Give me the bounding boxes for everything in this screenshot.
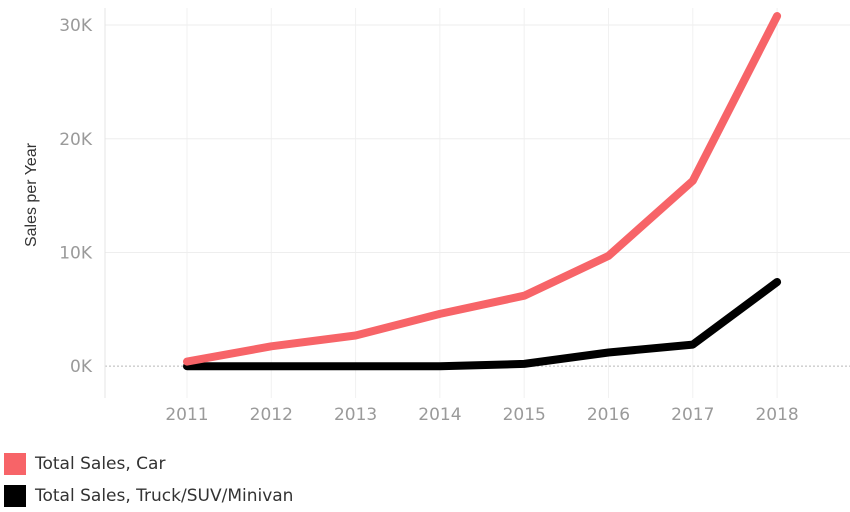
legend-swatch-truck bbox=[4, 485, 26, 507]
series-line-car bbox=[183, 12, 782, 366]
x-tick-label: 2013 bbox=[334, 405, 377, 425]
series-lines bbox=[183, 12, 782, 371]
y-tick-label: 30K bbox=[59, 16, 93, 36]
legend-item-truck: Total Sales, Truck/SUV/Minivan bbox=[0, 480, 293, 512]
y-tick-label: 20K bbox=[59, 130, 93, 150]
x-tick-label: 2017 bbox=[671, 405, 714, 425]
x-tick-label: 2016 bbox=[587, 405, 630, 425]
legend-item-car: Total Sales, Car bbox=[0, 448, 293, 480]
y-tick-label: 0K bbox=[70, 357, 93, 377]
x-tick-label: 2018 bbox=[755, 405, 798, 425]
series-line-truck-suv-minivan bbox=[183, 278, 782, 371]
legend-label-car: Total Sales, Car bbox=[35, 454, 166, 474]
x-tick-label: 2014 bbox=[418, 405, 461, 425]
legend-swatch-car bbox=[4, 453, 26, 475]
legend-label-truck: Total Sales, Truck/SUV/Minivan bbox=[35, 486, 294, 506]
y-tick-label: 10K bbox=[59, 243, 93, 263]
line-chart: 0K 10K 20K 30K 2011 2012 2013 2014 2015 2016 2017 2… bbox=[23, 8, 850, 425]
tick-labels: 0K 10K 20K 30K 2011 2012 2013 2014 2015 2016 2017 2… bbox=[59, 16, 799, 425]
x-tick-label: 2015 bbox=[503, 405, 546, 425]
legend: Total Sales, Car Total Sales, Truck/SUV/… bbox=[0, 448, 293, 512]
y-axis-label: Sales per Year bbox=[23, 142, 40, 247]
gridlines bbox=[105, 8, 850, 398]
x-tick-label: 2012 bbox=[250, 405, 293, 425]
x-tick-label: 2011 bbox=[165, 405, 208, 425]
